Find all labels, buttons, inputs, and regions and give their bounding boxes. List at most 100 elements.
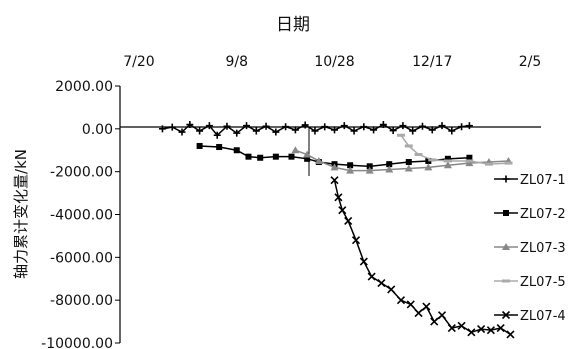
data-point — [304, 155, 311, 162]
y-tick-label: -2000.00 — [50, 165, 113, 181]
x-tick-label: 12/17 — [412, 54, 452, 70]
legend-marker — [501, 310, 511, 320]
data-point — [506, 330, 515, 339]
series-zl07-3 — [291, 146, 513, 174]
legend-marker — [502, 243, 510, 250]
data-point — [486, 326, 495, 335]
data-point — [430, 317, 439, 326]
data-point — [404, 164, 413, 172]
data-point — [223, 122, 231, 130]
data-point — [350, 127, 358, 135]
y-tick-label: -10000.00 — [41, 336, 113, 349]
data-point — [282, 123, 290, 131]
data-point — [233, 147, 240, 154]
data-point — [360, 123, 368, 131]
data-point — [303, 150, 312, 158]
legend: ZL07-1 ZL07-2 ZL07-3 ZL07-5 ZL07-4 — [494, 173, 566, 324]
y-tick-labels: 2000.00 0.00 -2000.00 -4000.00 -6000.00 -8000… — [41, 79, 120, 349]
series-zl07-1 — [158, 121, 473, 139]
data-point — [424, 163, 433, 171]
data-point — [233, 129, 241, 137]
y-tick-label: -4000.00 — [50, 208, 113, 224]
data-point — [437, 311, 447, 320]
x-tick-labels: 7/20 9/8 10/28 12/17 2/5 — [123, 54, 541, 70]
data-point — [291, 146, 300, 154]
x-tick-label: 2/5 — [519, 54, 542, 70]
data-point — [367, 272, 376, 281]
data-point — [243, 122, 251, 130]
legend-label: ZL07-4 — [520, 309, 566, 324]
data-point — [252, 127, 260, 135]
data-point — [347, 162, 354, 169]
data-point — [477, 325, 486, 334]
data-point — [288, 153, 295, 160]
data-point — [216, 144, 223, 151]
data-point — [365, 166, 374, 174]
data-point — [245, 153, 252, 160]
data-point — [344, 216, 353, 225]
data-point — [443, 161, 452, 169]
data-point — [386, 161, 393, 168]
data-point — [291, 126, 299, 134]
data-point — [385, 165, 394, 173]
data-point — [301, 121, 309, 129]
y-tick-label: 2000.00 — [55, 79, 113, 95]
legend-marker — [503, 210, 509, 216]
data-point — [262, 122, 270, 130]
data-point — [377, 278, 386, 288]
data-point — [467, 328, 476, 337]
data-point — [330, 176, 339, 185]
data-point — [428, 126, 436, 134]
y-tick-label: -8000.00 — [50, 293, 113, 309]
data-point — [466, 154, 473, 161]
data-point — [444, 155, 451, 162]
data-point — [457, 321, 466, 330]
data-point — [396, 296, 406, 305]
data-point — [406, 300, 415, 309]
x-axis-title: 日期 — [276, 15, 310, 35]
data-point — [465, 159, 474, 167]
data-point — [257, 154, 264, 161]
series-zl07-4 — [330, 176, 515, 339]
data-point — [448, 127, 456, 135]
data-point — [370, 126, 378, 134]
data-point — [409, 127, 417, 135]
data-point — [496, 323, 505, 333]
data-point — [405, 159, 412, 166]
data-point — [196, 127, 204, 135]
data-point — [389, 127, 397, 135]
data-point — [321, 123, 329, 131]
data-point — [379, 121, 387, 129]
data-point — [366, 163, 373, 170]
data-point — [178, 128, 186, 136]
y-axis-title: 轴力累计变化量/kN — [12, 149, 30, 279]
data-point — [351, 236, 361, 245]
data-point — [458, 123, 466, 131]
data-point — [414, 308, 423, 318]
data-point — [334, 193, 343, 202]
legend-label: ZL07-1 — [520, 173, 566, 188]
y-tick-label: -6000.00 — [50, 250, 113, 266]
series-zl07-5 — [396, 133, 513, 166]
data-point — [311, 127, 319, 135]
data-point — [158, 125, 166, 133]
legend-marker — [502, 175, 510, 183]
data-point — [447, 323, 456, 333]
data-point — [346, 166, 355, 174]
legend-label: ZL07-3 — [520, 241, 566, 256]
data-point — [331, 126, 338, 134]
x-tick-label: 10/28 — [314, 54, 354, 70]
x-tick-label: 7/20 — [123, 54, 154, 70]
data-point — [168, 123, 176, 131]
data-point — [186, 121, 194, 129]
data-point — [196, 142, 203, 149]
data-point — [213, 131, 221, 139]
data-point — [330, 163, 339, 171]
data-point — [340, 122, 348, 130]
series-line — [295, 149, 509, 172]
data-point — [438, 122, 446, 130]
data-point — [418, 122, 426, 130]
series-layer — [158, 121, 515, 339]
data-point — [399, 122, 407, 130]
